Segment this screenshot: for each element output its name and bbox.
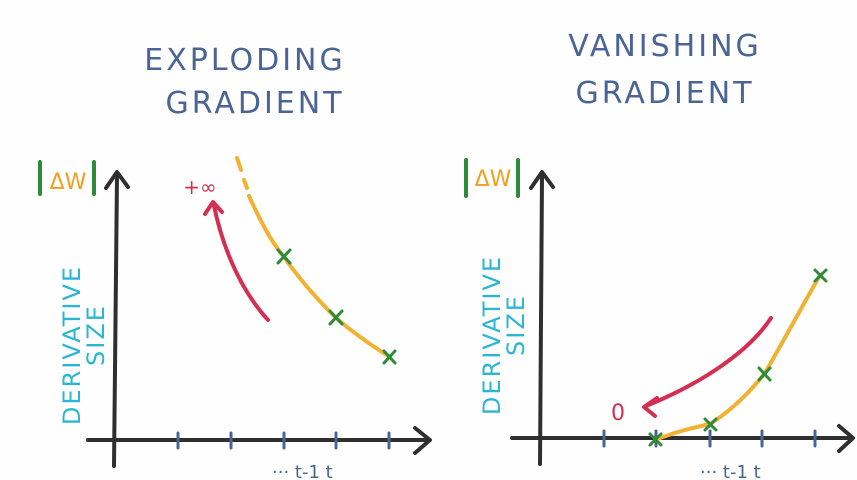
right-title-line2: GRADIENT <box>575 76 754 111</box>
left-markers <box>276 248 397 365</box>
left-y-symbol: ΔW <box>50 170 87 195</box>
right-marker <box>813 268 828 283</box>
right-x-labels: ··· t-1 t <box>700 462 761 480</box>
left-title-line1: EXPLODING <box>144 43 346 78</box>
right-ylabel-line2: SIZE <box>502 294 530 356</box>
right-x-axis-arrowhead <box>837 424 855 453</box>
left-x-axis-arrowhead <box>413 426 432 455</box>
left-curve <box>247 194 392 359</box>
left-title-line2: GRADIENT <box>165 86 344 121</box>
right-title-line1: VANISHING <box>568 29 762 64</box>
left-marker <box>382 349 397 365</box>
right-marker <box>703 417 718 432</box>
left-marker <box>328 309 344 326</box>
right-ylabel-line1: DERIVATIVE <box>478 255 506 415</box>
right-trend-arrow <box>644 316 773 408</box>
right-y-axis <box>538 174 544 466</box>
left-x-ticks <box>176 431 391 450</box>
left-ylabel-line1: DERIVATIVE <box>58 265 86 425</box>
left-curve-dashed <box>235 156 249 190</box>
right-trend-arrowhead <box>642 396 659 418</box>
left-y-axis-arrowhead <box>104 170 130 190</box>
left-x-labels: ··· t-1 t <box>272 462 333 480</box>
left-panel: EXPLODING GRADIENT ΔW DERIVATIVE SIZE ··… <box>38 43 432 480</box>
right-curve <box>653 273 822 442</box>
left-ylabel-line2: SIZE <box>82 304 110 366</box>
right-marker <box>757 366 772 382</box>
right-markers <box>648 268 828 447</box>
right-x-ticks <box>602 429 817 448</box>
right-arrow-label: 0 <box>611 401 625 426</box>
left-marker <box>276 248 292 265</box>
right-y-axis-arrowhead <box>529 170 555 190</box>
right-panel: VANISHING GRADIENT ΔW DERIVATIVE SIZE ··… <box>464 29 855 480</box>
left-trend-arrow <box>212 204 270 322</box>
left-y-axis <box>112 174 119 468</box>
right-y-symbol: ΔW <box>475 167 512 192</box>
left-arrow-label: +∞ <box>183 175 216 199</box>
right-marker <box>648 432 663 447</box>
left-trend-arrowhead <box>203 200 224 216</box>
